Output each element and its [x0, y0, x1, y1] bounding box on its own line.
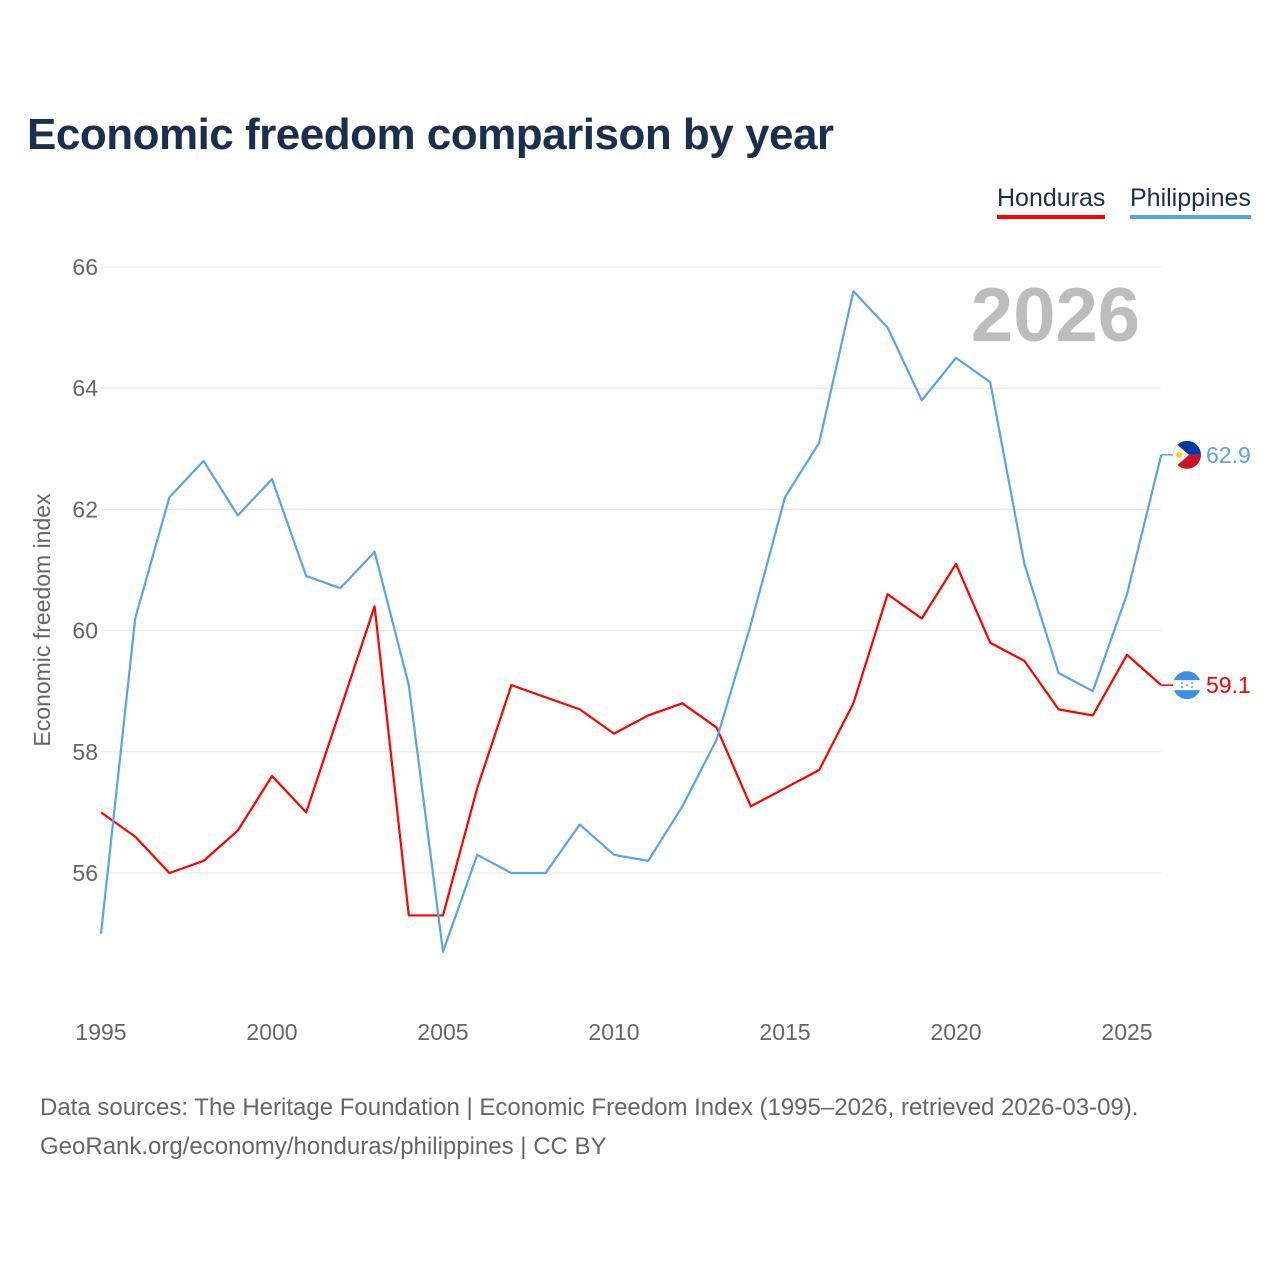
y-tick-label: 64: [72, 375, 98, 401]
y-tick-label: 66: [72, 254, 98, 280]
honduras-flag-icon: [1173, 671, 1201, 700]
y-tick-label: 62: [72, 496, 98, 522]
y-tick-label: 60: [72, 618, 98, 644]
x-tick-label: 2015: [759, 1019, 810, 1045]
y-tick-label: 56: [72, 860, 98, 886]
series-line-honduras: [100, 562, 1162, 917]
year-label: 2026: [971, 273, 1140, 358]
x-tick-label: 2005: [417, 1019, 468, 1045]
x-tick-label: 2025: [1101, 1019, 1152, 1045]
legend-honduras[interactable]: Honduras: [997, 184, 1106, 219]
legend-philippines[interactable]: Philippines: [1130, 184, 1251, 219]
y-tick-label: 58: [72, 739, 98, 765]
x-tick-label: 2020: [930, 1019, 981, 1045]
source-line-1: Data sources: The Heritage Foundation | …: [40, 1094, 1139, 1121]
x-tick-label: 1995: [75, 1019, 126, 1045]
series-line-philippines: [99, 290, 1163, 953]
x-tick-label: 2000: [246, 1019, 297, 1045]
y-axis-label: Economic freedom index: [29, 493, 55, 747]
chart-title: Economic freedom comparison by year: [27, 110, 834, 159]
source-line-2: GeoRank.org/economy/honduras/philippines…: [40, 1133, 607, 1160]
end-value-label-philippines: 62.9: [1206, 442, 1251, 468]
source-note: Data sources: The Heritage Foundation | …: [40, 1088, 1138, 1166]
x-tick-label: 2010: [588, 1019, 639, 1045]
end-value-label-honduras: 59.1: [1206, 672, 1251, 698]
philippines-flag-icon: [1173, 440, 1201, 469]
